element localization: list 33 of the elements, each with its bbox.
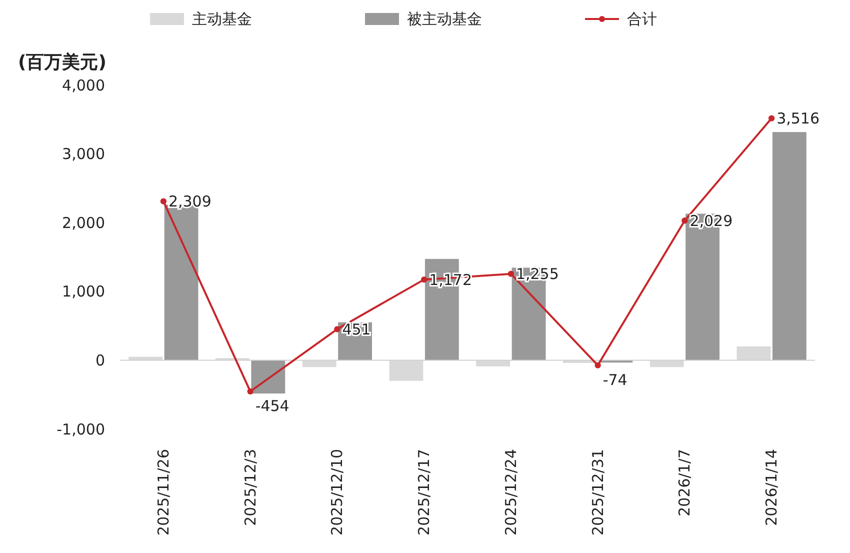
data-label: 2,309 — [168, 192, 212, 211]
legend-label: 主动基金 — [192, 10, 252, 28]
y-tick-label: 3,000 — [62, 145, 105, 164]
x-tick-label: 2026/1/7 — [676, 449, 694, 516]
point — [508, 270, 514, 277]
point — [160, 198, 167, 204]
point — [768, 115, 775, 122]
bar — [772, 132, 806, 360]
data-label: 3,516 — [776, 110, 820, 128]
x-tick-label: 2025/12/17 — [415, 449, 434, 536]
point — [420, 276, 428, 283]
x-tick-label: 2025/12/10 — [328, 449, 346, 536]
y-tick-label: 1,000 — [62, 282, 105, 301]
point — [247, 388, 254, 395]
data-label: -74 — [602, 370, 628, 389]
y-tick-label: 0 — [95, 351, 105, 370]
y-tick-label: 4,000 — [62, 76, 105, 94]
legend-label: 合计 — [627, 10, 657, 28]
x-tick-label: 2025/12/3 — [241, 449, 260, 526]
data-label: -454 — [255, 396, 290, 415]
x-tick-label: 2026/1/14 — [762, 449, 781, 526]
x-tick-label: 2025/12/24 — [502, 449, 520, 536]
legend-label: 被主动基金 — [407, 10, 482, 28]
bar — [251, 360, 286, 394]
x-tick-label: 2025/11/26 — [154, 449, 172, 536]
point — [594, 362, 601, 368]
y-axis-title: (百万美元) — [18, 52, 106, 73]
data-label: 451 — [342, 320, 371, 338]
point — [334, 326, 340, 332]
y-tick-label: -1,000 — [56, 420, 105, 438]
y-tick-label: 2,000 — [62, 214, 105, 232]
x-tick-label: 2025/12/31 — [588, 449, 607, 536]
point — [682, 218, 688, 224]
